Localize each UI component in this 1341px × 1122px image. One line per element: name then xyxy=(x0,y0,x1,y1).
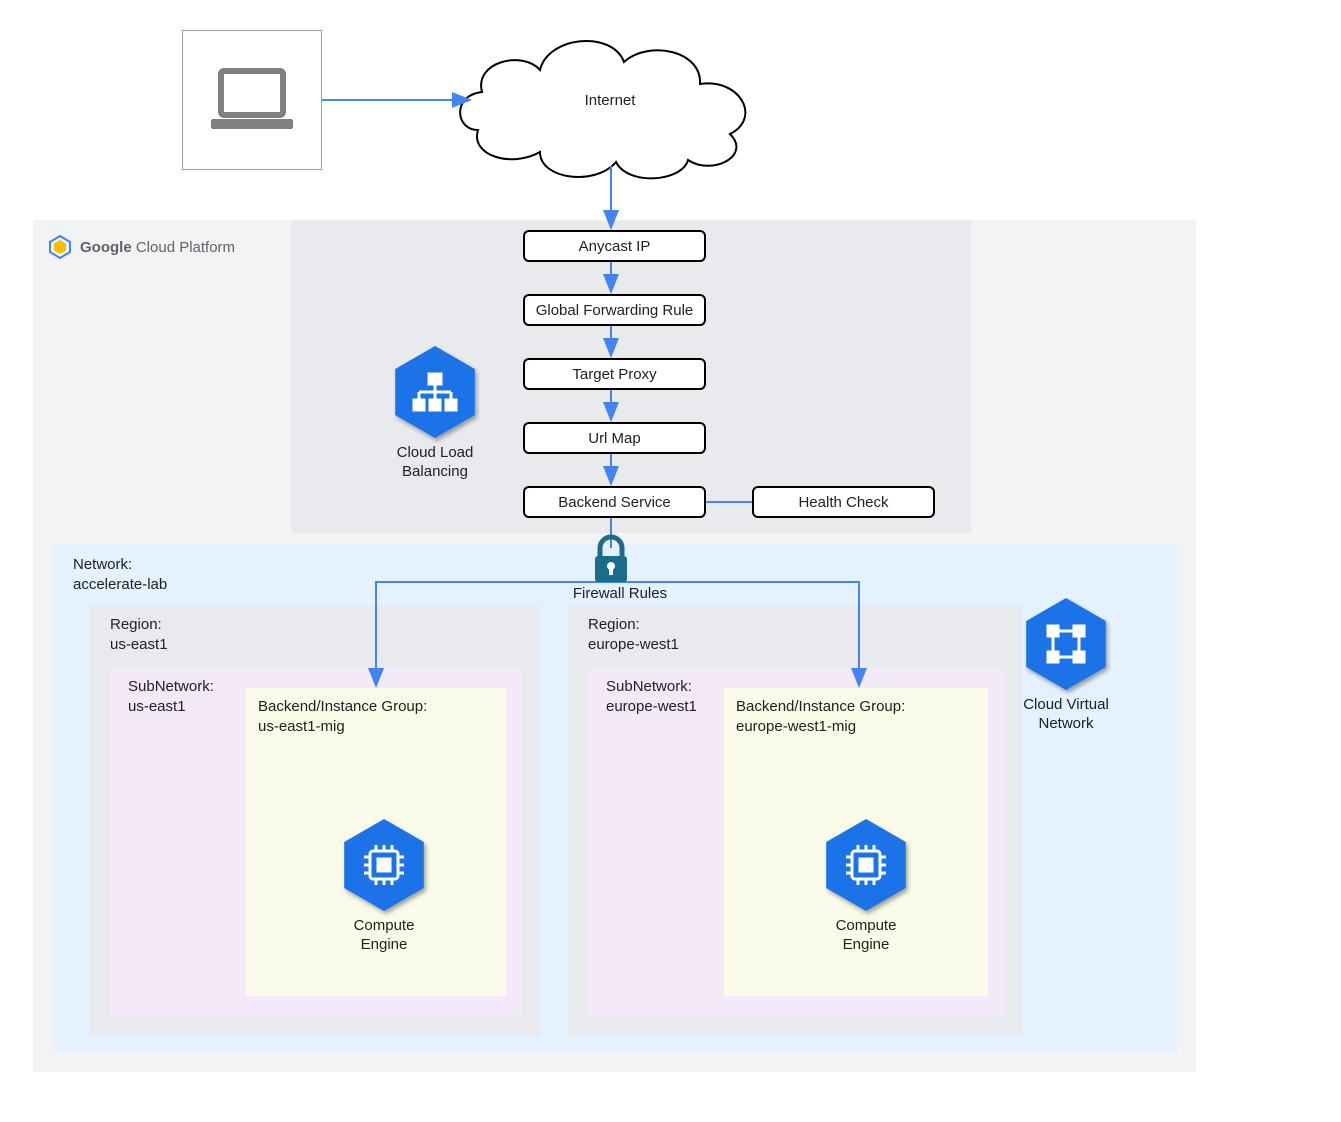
region1-value: us-east1 xyxy=(110,636,168,653)
region2-mig-value: europe-west1-mig xyxy=(736,718,856,735)
region2-title: Region: xyxy=(588,616,640,633)
laptop-icon xyxy=(207,65,297,135)
network-title: Network: xyxy=(73,556,132,573)
region2-sub-title: SubNetwork: xyxy=(606,678,692,695)
node-anycast: Anycast IP xyxy=(523,230,706,262)
node-health: Health Check xyxy=(752,486,935,518)
region1-sub-value: us-east1 xyxy=(128,698,186,715)
laptop-box xyxy=(182,30,322,170)
hex-ce1-label: Compute Engine xyxy=(334,917,434,955)
gcp-hex-icon xyxy=(48,235,72,259)
region1-sub-title: SubNetwork: xyxy=(128,678,214,695)
gcp-title-row: Google Cloud Platform xyxy=(48,235,235,259)
internet-label: Internet xyxy=(560,92,660,109)
region1-mig-value: us-east1-mig xyxy=(258,718,345,735)
node-target-proxy: Target Proxy xyxy=(523,358,706,390)
gcp-title-bold: Google xyxy=(80,239,132,256)
region2-mig-title: Backend/Instance Group: xyxy=(736,698,905,715)
hex-lb-label: Cloud Load Balancing xyxy=(385,444,485,482)
node-gfr: Global Forwarding Rule xyxy=(523,294,706,326)
node-urlmap: Url Map xyxy=(523,422,706,454)
hex-ce2-label: Compute Engine xyxy=(816,917,916,955)
architecture-diagram: Internet Google Cloud Platform Network: … xyxy=(0,0,1341,1122)
gcp-title-rest: Cloud Platform xyxy=(132,239,235,256)
firewall-label: Firewall Rules xyxy=(560,585,680,602)
internet-cloud xyxy=(460,41,745,178)
region2-value: europe-west1 xyxy=(588,636,679,653)
network-value: accelerate-lab xyxy=(73,576,167,593)
region1-mig-title: Backend/Instance Group: xyxy=(258,698,427,715)
hex-vnet-label: Cloud Virtual Network xyxy=(1008,696,1124,734)
region1-title: Region: xyxy=(110,616,162,633)
region2-sub-value: europe-west1 xyxy=(606,698,697,715)
node-backend: Backend Service xyxy=(523,486,706,518)
